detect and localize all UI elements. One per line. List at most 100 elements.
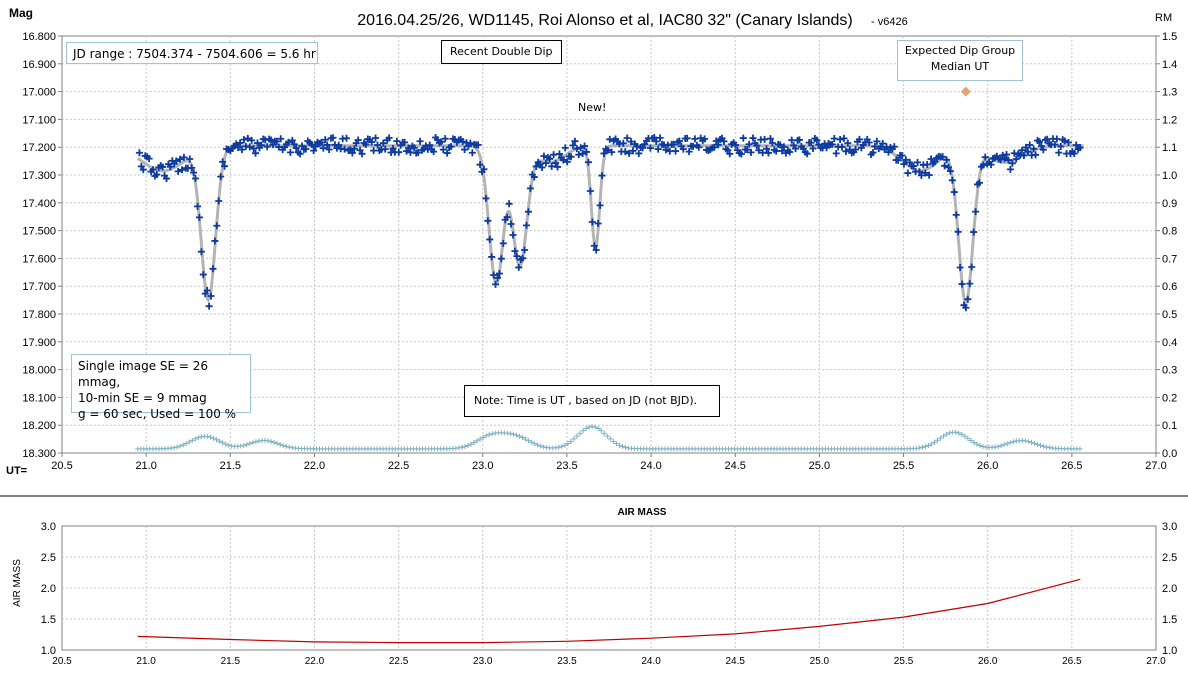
observation-point <box>1035 138 1043 146</box>
reference-point <box>1004 441 1010 447</box>
observation-point <box>308 141 316 149</box>
observation-point <box>166 163 174 171</box>
observation-point <box>944 163 952 171</box>
new-label: New! <box>578 101 607 114</box>
observation-point <box>1032 151 1040 159</box>
main-y-left-tick-label: 18.200 <box>22 420 56 432</box>
observation-point <box>786 148 794 156</box>
observation-point <box>492 280 500 288</box>
reference-point <box>241 442 247 448</box>
observation-point <box>203 286 211 294</box>
observation-point <box>199 271 207 279</box>
reference-point <box>220 440 226 446</box>
reference-point <box>622 444 628 450</box>
observation-point <box>890 143 898 151</box>
observation-point <box>780 143 788 151</box>
observation-point <box>1072 141 1080 149</box>
airmass-y-axis-label: AIR MASS <box>12 559 23 607</box>
observation-point <box>966 280 974 288</box>
observation-point <box>319 144 327 152</box>
time-note-text: Note: Time is UT , based on JD (not BJD)… <box>474 394 698 407</box>
observation-point <box>437 138 445 146</box>
observation-point <box>385 134 393 142</box>
reference-point <box>916 445 922 451</box>
airmass-x-tick-label: 21.0 <box>136 656 156 667</box>
airmass-series <box>137 578 1081 644</box>
observation-point <box>832 149 840 157</box>
airmass-y-left-tick-label: 1.5 <box>41 614 56 626</box>
reference-point <box>268 438 274 444</box>
observation-point <box>670 140 678 148</box>
reference-point <box>204 433 210 439</box>
observation-point <box>964 295 972 303</box>
observation-point <box>310 147 318 155</box>
reference-point <box>932 439 938 445</box>
observation-point <box>1030 145 1038 153</box>
reference-point <box>265 438 271 444</box>
reference-point <box>217 438 223 444</box>
observation-point <box>975 179 983 187</box>
observation-point <box>193 202 201 210</box>
observation-point <box>538 163 546 171</box>
main-y-right-tick-label: 1.0 <box>1162 170 1177 182</box>
observation-point <box>838 143 846 151</box>
observation-point <box>426 141 434 149</box>
observation-point <box>192 174 200 182</box>
reference-point <box>559 443 565 449</box>
observation-point <box>600 149 608 157</box>
observation-point <box>395 148 403 156</box>
observation-point <box>943 156 951 164</box>
reference-point <box>998 443 1004 449</box>
expected-dip-marker-group <box>960 86 971 97</box>
observation-point <box>954 228 962 236</box>
observation-point <box>546 155 554 163</box>
observation-point <box>852 146 860 154</box>
observation-point <box>795 136 803 144</box>
observation-point <box>1037 142 1045 150</box>
observation-point <box>1076 144 1084 152</box>
observation-point <box>855 135 863 143</box>
observation-point <box>923 160 931 168</box>
reference-point <box>938 435 944 441</box>
reference-point <box>607 436 613 442</box>
airmass-chart-title: AIR MASS <box>618 507 667 518</box>
x-axis-label: UT= <box>6 465 27 477</box>
main-grid <box>58 35 1160 457</box>
observation-point <box>348 149 356 157</box>
reference-point <box>977 442 983 448</box>
observation-point <box>873 137 881 145</box>
observation-point <box>195 213 203 221</box>
observation-point <box>768 139 776 147</box>
reference-point <box>280 442 286 448</box>
airmass-y-left-tick-label: 2.0 <box>41 583 56 595</box>
reference-star-series <box>135 424 1083 452</box>
reference-point <box>171 445 177 451</box>
observation-point <box>830 134 838 142</box>
observation-point <box>633 142 641 150</box>
observation-point <box>515 263 523 271</box>
observation-point <box>296 150 304 158</box>
observation-point <box>234 144 242 152</box>
observation-point <box>329 134 337 142</box>
reference-point <box>507 431 513 437</box>
airmass-x-tick-label: 23.0 <box>473 656 493 667</box>
main-y-right-tick-label: 0.5 <box>1162 309 1177 321</box>
observation-point <box>695 143 703 151</box>
observation-point <box>513 252 521 260</box>
main-x-tick-label: 23.0 <box>472 460 493 472</box>
observation-point <box>679 145 687 153</box>
observation-point <box>675 137 683 145</box>
main-y-left-tick-label: 18.100 <box>22 392 56 404</box>
reference-point <box>516 433 522 439</box>
observation-point <box>763 145 771 153</box>
observation-point <box>724 146 732 154</box>
observation-point <box>325 146 333 154</box>
observation-point <box>1039 146 1047 154</box>
reference-point <box>471 440 477 446</box>
main-y-right-tick-label: 0.0 <box>1162 448 1177 460</box>
observation-point <box>588 218 596 226</box>
observation-point <box>865 139 873 147</box>
observation-point <box>335 141 343 149</box>
expected-dip-box: Expected Dip Group Median UT <box>897 40 1023 81</box>
observation-point <box>486 235 494 243</box>
